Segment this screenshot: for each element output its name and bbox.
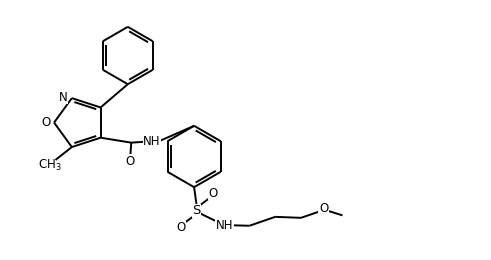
Text: O: O bbox=[319, 202, 328, 215]
Text: O: O bbox=[176, 221, 186, 234]
Text: S: S bbox=[192, 204, 201, 217]
Text: O: O bbox=[209, 187, 218, 200]
Text: CH$_3$: CH$_3$ bbox=[38, 158, 61, 173]
Text: O: O bbox=[41, 116, 50, 129]
Text: N: N bbox=[59, 91, 68, 104]
Text: NH: NH bbox=[143, 135, 161, 148]
Text: NH: NH bbox=[216, 219, 233, 232]
Text: O: O bbox=[126, 155, 135, 168]
